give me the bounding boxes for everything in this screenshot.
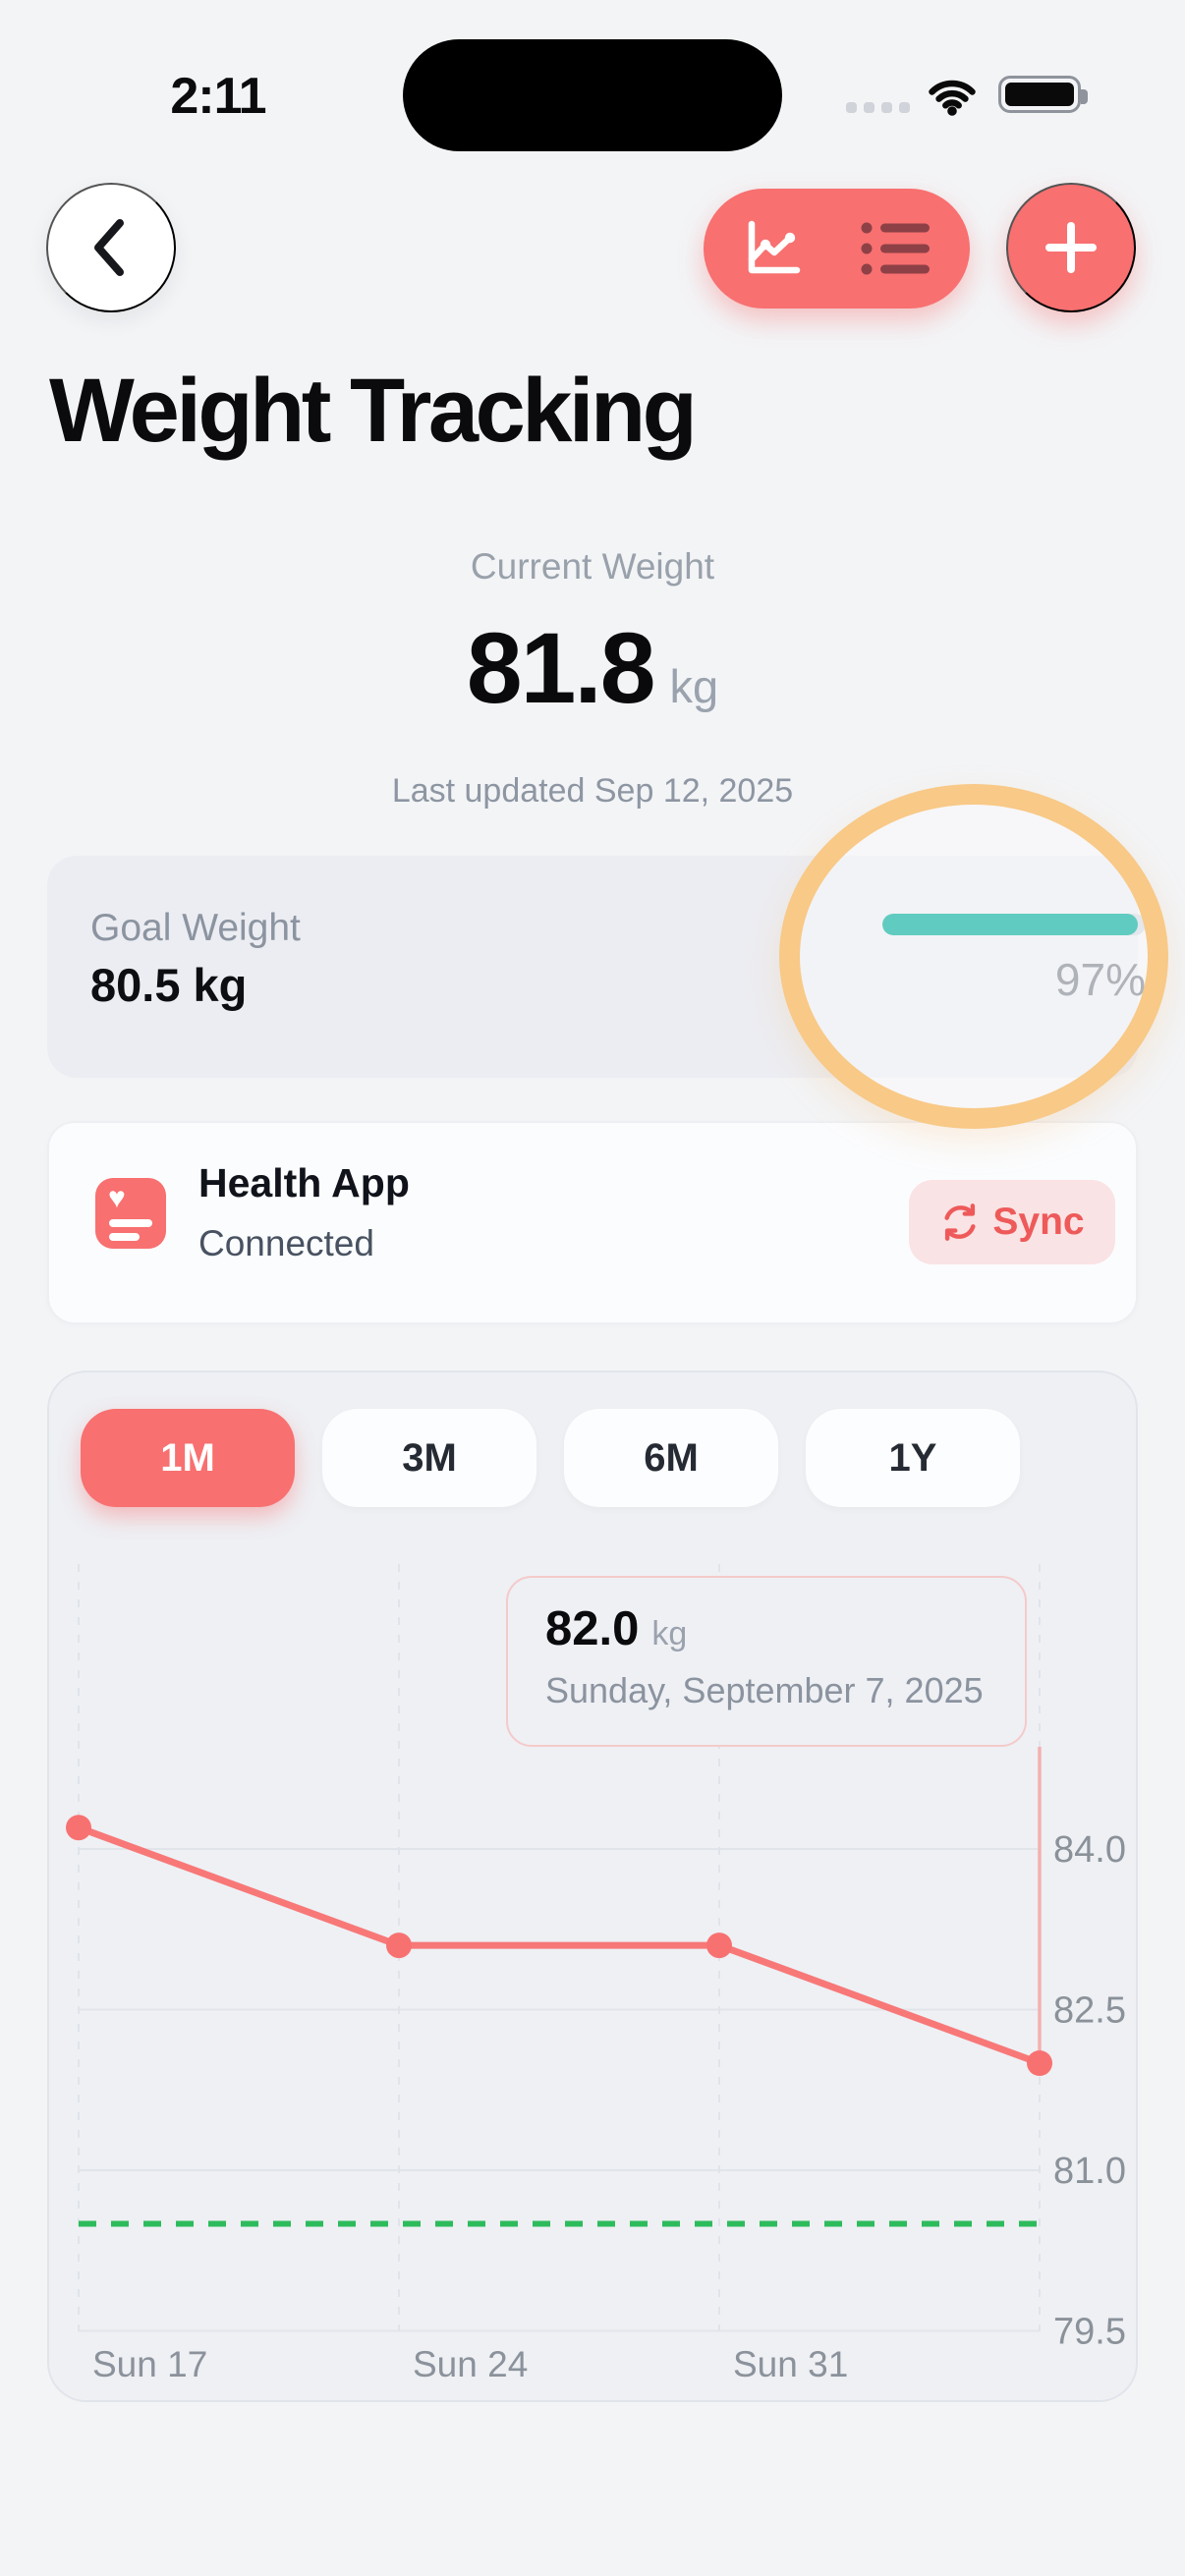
chart-tooltip: 82.0 kg Sunday, September 7, 2025 (506, 1576, 1027, 1747)
health-app-card: ♥ Health App Connected Sync (47, 1121, 1138, 1324)
svg-text:84.0: 84.0 (1053, 1829, 1126, 1871)
battery-icon (998, 76, 1088, 113)
health-app-name: Health App (198, 1160, 410, 1205)
svg-text:82.5: 82.5 (1053, 1990, 1126, 2032)
tooltip-unit: kg (651, 1615, 688, 1652)
dynamic-island (403, 39, 782, 151)
chart-view-icon[interactable] (741, 216, 806, 281)
current-weight-label: Current Weight (470, 546, 715, 587)
cellular-signal-icon (846, 102, 910, 113)
svg-text:Sun 17: Sun 17 (92, 2344, 207, 2384)
svg-text:Sun 31: Sun 31 (733, 2344, 848, 2384)
sync-refresh-icon (944, 1204, 976, 1241)
current-weight-value: 81.8 (466, 612, 656, 724)
svg-text:Sun 24: Sun 24 (413, 2344, 528, 2384)
goal-weight-value: 80.5 kg (90, 959, 248, 1011)
back-button[interactable] (46, 183, 176, 312)
current-weight-unit: kg (669, 660, 719, 712)
add-entry-button[interactable] (1006, 183, 1136, 312)
tab-3m[interactable]: 3M (322, 1409, 536, 1507)
goal-weight-label: Goal Weight (90, 907, 301, 949)
annotation-highlight-ring (779, 784, 1168, 1129)
tab-1m[interactable]: 1M (81, 1409, 295, 1507)
plus-icon (1045, 222, 1097, 273)
page-title: Weight Tracking (49, 361, 698, 461)
svg-text:81.0: 81.0 (1053, 2151, 1126, 2192)
current-weight-readout: 81.8 kg (0, 611, 1185, 726)
tab-6m[interactable]: 6M (564, 1409, 778, 1507)
list-view-icon[interactable] (860, 220, 932, 277)
tooltip-date: Sunday, September 7, 2025 (545, 1670, 984, 1710)
sync-button[interactable]: Sync (909, 1180, 1115, 1264)
health-app-icon: ♥ (95, 1178, 166, 1249)
sync-button-label: Sync (992, 1201, 1085, 1243)
view-toggle[interactable] (704, 189, 970, 308)
tooltip-value: 82.0 (545, 1602, 640, 1655)
chart-card: 1M 3M 6M 1Y 84.0 82.5 81.0 79.5 Sun 17 Sun 24… (47, 1371, 1138, 2402)
weight-line-chart[interactable]: 84.0 82.5 81.0 79.5 Sun 17 Sun 24 Sun 31 (49, 1372, 1140, 2404)
health-app-status: Connected (198, 1223, 374, 1263)
wifi-icon (929, 80, 976, 116)
last-updated-text: Last updated Sep 12, 2025 (391, 772, 794, 810)
tab-1y[interactable]: 1Y (806, 1409, 1020, 1507)
heart-icon: ♥ (108, 1182, 126, 1214)
range-tabs: 1M 3M 6M 1Y (81, 1409, 1020, 1507)
chevron-left-icon (94, 219, 124, 276)
svg-text:79.5: 79.5 (1053, 2312, 1126, 2353)
status-time: 2:11 (170, 68, 266, 125)
